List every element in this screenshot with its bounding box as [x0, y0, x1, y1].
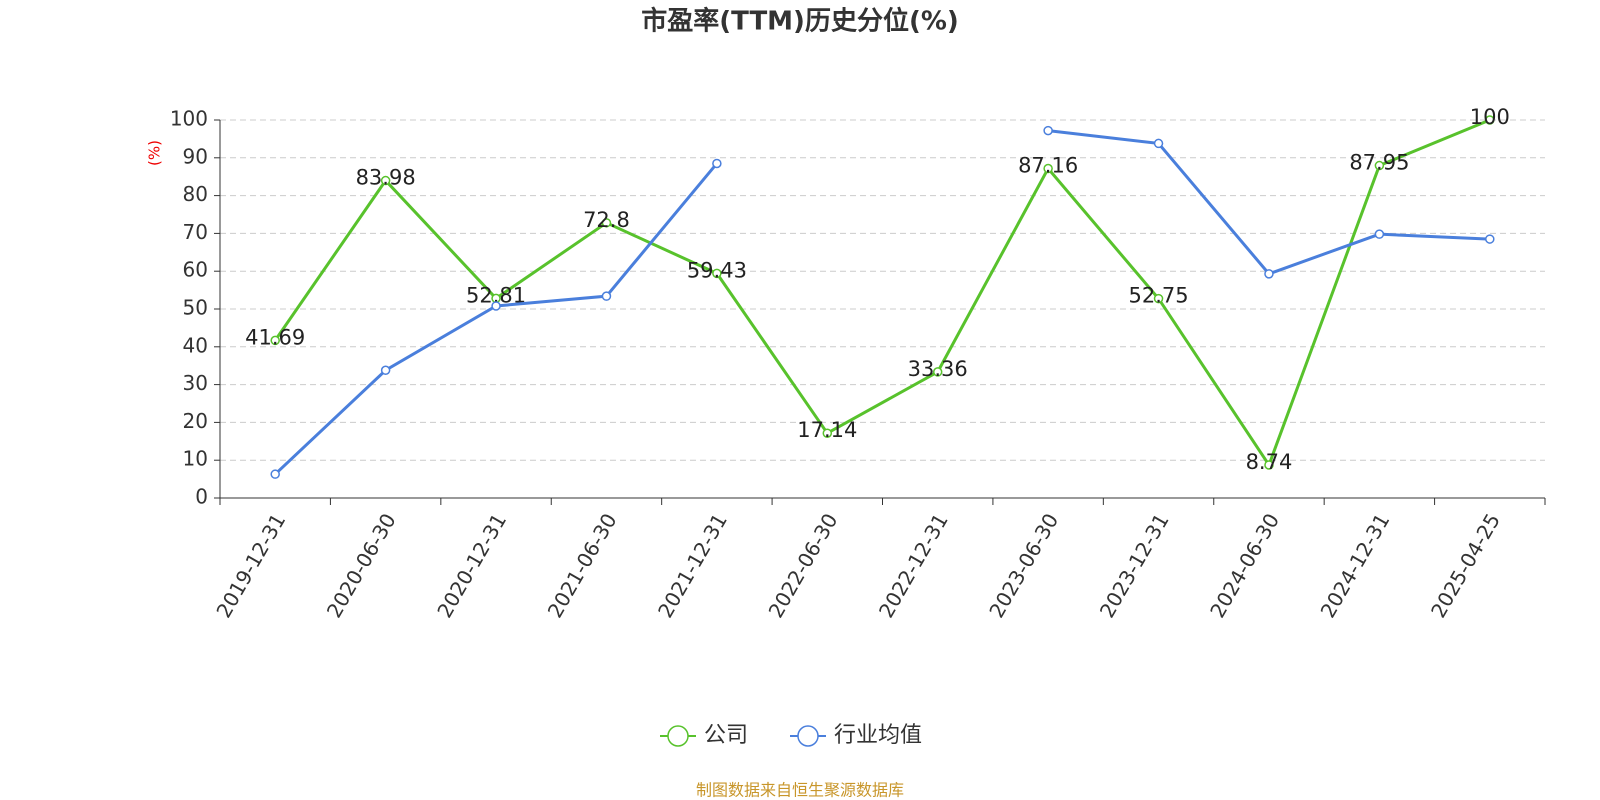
x-tick-label: 2022-12-31: [874, 509, 953, 622]
x-tick-label: 2020-06-30: [322, 509, 401, 622]
y-tick-label: 90: [183, 144, 208, 168]
series-line: [274, 162, 719, 476]
legend-marker: [667, 725, 689, 747]
data-label: 41.69: [245, 325, 305, 349]
y-tick-label: 60: [183, 258, 208, 282]
point: [1374, 229, 1385, 239]
x-tick-label: 2024-06-30: [1205, 509, 1284, 622]
point: [1485, 234, 1495, 244]
point: [380, 365, 391, 375]
point: [1043, 163, 1053, 174]
x-tick-label: 2023-06-30: [984, 509, 1063, 622]
point: [1153, 138, 1164, 149]
series-line: [1047, 129, 1490, 276]
y-tick-label: 10: [183, 447, 208, 471]
y-tick-label: 30: [183, 371, 208, 395]
point: [1153, 293, 1164, 304]
x-tick-label: 2021-06-30: [543, 509, 622, 622]
data-label: 87.16: [1018, 154, 1078, 178]
point: [712, 158, 722, 169]
legend-marker: [797, 725, 819, 747]
data-label: 59.43: [687, 258, 747, 282]
data-label: 33.36: [908, 357, 968, 381]
x-tick-label: 2020-12-31: [432, 509, 511, 622]
x-tick-label: 2019-12-31: [211, 509, 290, 622]
point: [1264, 460, 1274, 470]
point: [712, 268, 722, 279]
point: [1374, 160, 1385, 171]
point: [932, 367, 943, 377]
y-tick-label: 80: [183, 182, 208, 206]
series-line: [273, 118, 1491, 469]
y-tick-label: 100: [170, 107, 208, 131]
point: [270, 335, 280, 346]
point: [491, 301, 501, 311]
y-tick-label: 20: [183, 409, 208, 433]
y-tick-label: 50: [183, 296, 208, 320]
data-label: 17.14: [797, 418, 857, 442]
legend-label: 公司: [704, 723, 748, 748]
point: [601, 291, 612, 301]
point: [380, 175, 391, 186]
data-label: 87.95: [1349, 151, 1409, 175]
x-tick-label: 2024-12-31: [1316, 509, 1395, 622]
point: [822, 428, 833, 438]
point: [1043, 125, 1053, 136]
data-label: 83.98: [356, 166, 416, 190]
data-label: 72.8: [583, 208, 630, 232]
data-label: 8.74: [1246, 450, 1293, 474]
y-tick-label: 40: [183, 333, 208, 357]
point: [270, 469, 280, 479]
legend-label: 行业均值: [834, 723, 922, 748]
x-tick-label: 2025-04-25: [1426, 509, 1505, 622]
chart-title: 市盈率(TTM)历史分位(%): [641, 6, 959, 37]
y-tick-label: 70: [183, 220, 208, 244]
y-axis-label: (%): [146, 140, 164, 166]
point: [1485, 115, 1495, 125]
point: [601, 218, 612, 228]
source-note: 制图数据来自恒生聚源数据库: [696, 781, 904, 800]
data-label: 100: [1470, 105, 1510, 129]
x-tick-label: 2022-06-30: [763, 509, 842, 622]
data-label: 52.75: [1128, 284, 1188, 308]
y-tick-label: 0: [195, 485, 208, 509]
point: [1264, 269, 1274, 279]
x-tick-label: 2023-12-31: [1095, 509, 1174, 622]
x-tick-label: 2021-12-31: [653, 509, 732, 622]
